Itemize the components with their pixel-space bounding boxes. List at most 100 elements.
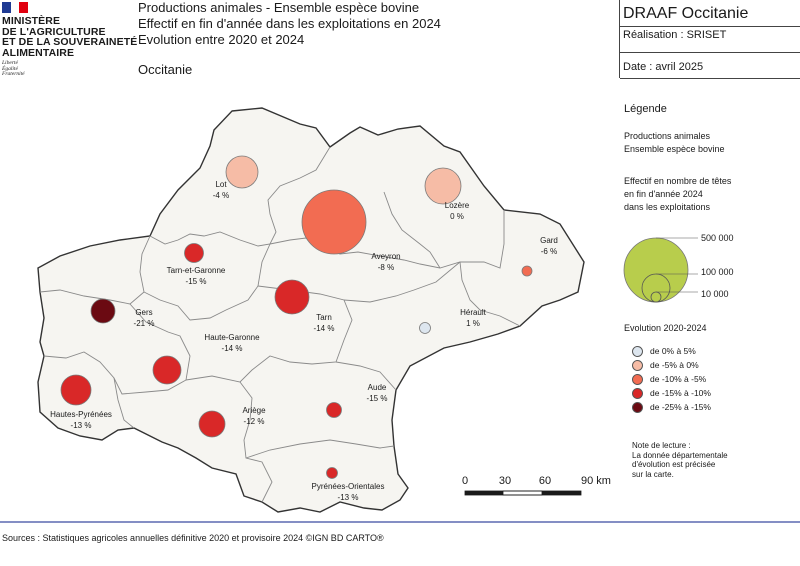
class-label: de -25% à -15% <box>650 402 711 412</box>
circle-lozere <box>424 167 462 205</box>
circle-gard <box>521 265 533 277</box>
note-line: d'évolution est précisée <box>632 460 716 469</box>
size-title-line: Effectif en nombre de têtes <box>624 176 732 186</box>
class-swatch <box>632 373 643 385</box>
reading-note: Note de lecture : La donnée départementa… <box>632 441 728 479</box>
scale-label: 0 <box>462 475 468 487</box>
size-legend-label: 100 000 <box>701 267 734 277</box>
note-line: Note de lecture : <box>632 441 691 450</box>
class-swatch <box>632 387 643 399</box>
motto-line: Liberté <box>2 60 18 66</box>
ministry-line: MINISTÈRE <box>2 15 61 27</box>
size-legend: 500 000 100 000 10 000 <box>623 233 734 303</box>
ministry-name: MINISTÈRE DE L'AGRICULTURE ET DE LA SOUV… <box>2 16 137 58</box>
republic-flag-icon <box>2 2 29 13</box>
legend-theme-line: Productions animales <box>624 131 711 141</box>
ministry-line: ALIMENTAIRE <box>2 46 75 59</box>
divider <box>620 26 800 27</box>
size-legend-label: 10 000 <box>701 289 729 299</box>
circle-tarn <box>274 279 310 315</box>
dept-value-tarn: -14 % <box>314 324 335 333</box>
motto-line: Fraternité <box>2 71 25 77</box>
circle-haute-garonne <box>152 355 182 385</box>
dept-name-tarn-et-garonne: Tarn-et-Garonne <box>167 266 226 275</box>
circle-herault <box>419 322 431 334</box>
dept-name-haute-garonne: Haute-Garonne <box>204 333 260 342</box>
circle-hautes-pyrenees <box>60 374 92 406</box>
dept-name-gard: Gard <box>540 236 558 245</box>
dept-value-herault: 1 % <box>466 319 480 328</box>
evolution-legend-title: Evolution 2020-2024 <box>624 323 707 333</box>
legend-theme: Productions animales Ensemble espèce bov… <box>624 130 725 156</box>
class-label: de -15% à -10% <box>650 388 711 398</box>
date-text: Date : avril 2025 <box>623 61 704 73</box>
ministry-line: DE L'AGRICULTURE <box>2 25 106 38</box>
realisation-text: Réalisation : SRISET <box>623 29 727 41</box>
evolution-class: de -5% à 0% <box>632 358 699 372</box>
scale-label: 90 km <box>581 475 611 487</box>
title-line: Productions animales - Ensemble espèce b… <box>138 0 420 15</box>
proportional-circles <box>60 155 533 479</box>
organization-name: DRAAF Occitanie <box>623 5 749 22</box>
circle-ariege <box>198 410 226 438</box>
circle-gers <box>90 298 116 324</box>
dept-name-tarn: Tarn <box>316 313 332 322</box>
circle-pyrenees-orientales <box>326 467 338 479</box>
note-line: sur la carte. <box>632 469 674 479</box>
scale-bar: 0 30 60 90 km <box>462 475 611 496</box>
size-legend-title: Effectif en nombre de têtes en fin d'ann… <box>624 175 731 214</box>
evolution-class: de 0% à 5% <box>632 344 696 358</box>
size-title-line: dans les exploitations <box>624 202 711 212</box>
class-swatch <box>632 345 643 357</box>
dept-value-aude: -15 % <box>367 394 388 403</box>
size-legend-label: 500 000 <box>701 233 734 243</box>
dept-name-aveyron: Aveyron <box>371 252 400 261</box>
dept-value-gers: -21 % <box>134 319 155 328</box>
region-outline <box>37 107 585 513</box>
dept-name-pyrenees-orientales: Pyrénées-Orientales <box>312 482 385 491</box>
sources-text: Sources : Statistiques agricoles annuell… <box>2 533 384 543</box>
region-name: Occitanie <box>138 62 193 77</box>
circle-aude <box>326 402 342 418</box>
dept-value-aveyron: -8 % <box>378 263 394 272</box>
class-label: de 0% à 5% <box>650 346 696 356</box>
republic-motto: Liberté Égalité Fraternité <box>2 60 25 78</box>
size-title-line: en fin d'année 2024 <box>624 189 703 199</box>
dept-value-lot: -4 % <box>213 191 229 200</box>
legend-theme-line: Ensemble espèce bovine <box>624 144 725 154</box>
class-label: de -5% à 0% <box>650 360 699 370</box>
dept-name-lot: Lot <box>215 180 227 189</box>
divider <box>619 0 620 78</box>
dept-name-gers: Gers <box>135 308 152 317</box>
class-label: de -10% à -5% <box>650 374 707 384</box>
ministry-line: ET DE LA SOUVERAINETÉ <box>2 36 138 48</box>
dept-name-herault: Hérault <box>460 308 487 317</box>
dept-value-lozere: 0 % <box>450 212 464 221</box>
title-line: Effectif en fin d'année dans les exploit… <box>138 16 441 31</box>
class-swatch <box>632 359 643 371</box>
circle-tarn-et-garonne <box>184 243 204 263</box>
evolution-class: de -10% à -5% <box>632 372 706 386</box>
legend-title: Légende <box>624 103 667 115</box>
dept-value-ariege: -12 % <box>244 417 265 426</box>
scale-label: 60 <box>539 475 551 487</box>
dept-value-tarn-et-garonne: -15 % <box>186 277 207 286</box>
note-line: La donnée départementale <box>632 450 728 460</box>
divider <box>620 78 800 79</box>
dept-value-haute-garonne: -14 % <box>222 344 243 353</box>
dept-value-pyrenees-orientales: -13 % <box>338 493 359 502</box>
circle-aveyron <box>301 189 367 255</box>
title-line: Evolution entre 2020 et 2024 <box>138 32 305 47</box>
scale-label: 30 <box>499 475 511 487</box>
evolution-class: de -15% à -10% <box>632 386 711 400</box>
dept-value-hautes-pyrenees: -13 % <box>71 421 92 430</box>
dept-name-aude: Aude <box>368 383 387 392</box>
divider <box>620 52 800 53</box>
dept-value-gard: -6 % <box>541 247 557 256</box>
dept-name-ariege: Ariège <box>242 406 266 415</box>
dept-name-lozere: Lozère <box>445 201 470 210</box>
evolution-class: de -25% à -15% <box>632 400 711 414</box>
motto-line: Égalité <box>2 65 18 72</box>
class-swatch <box>632 401 643 413</box>
